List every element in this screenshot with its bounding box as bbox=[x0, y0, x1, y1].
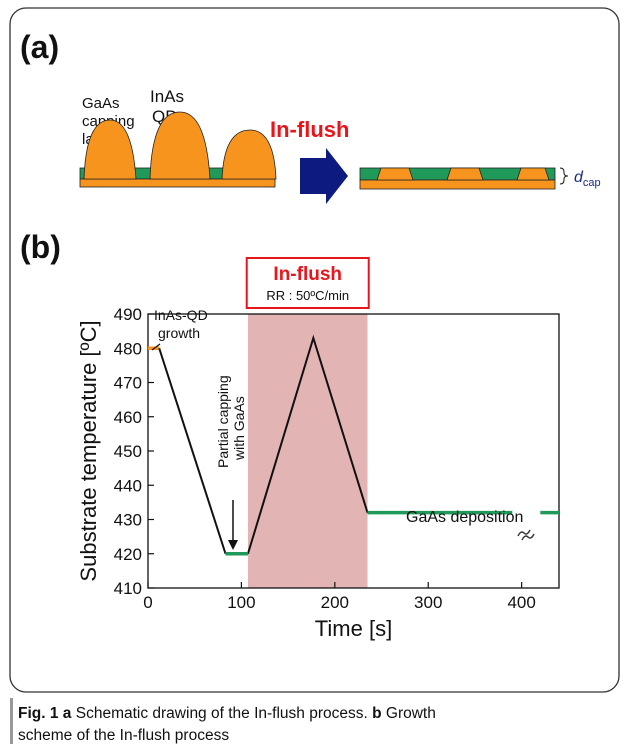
caption: scheme of the In-flush process bbox=[18, 727, 229, 744]
brace bbox=[559, 167, 569, 185]
y-tick-label: 480 bbox=[114, 339, 142, 358]
x-tick-label: 0 bbox=[143, 593, 152, 612]
process-label: In-flush bbox=[270, 117, 349, 142]
quantum-dot bbox=[149, 111, 211, 180]
x-axis-label: Time [s] bbox=[315, 616, 392, 641]
thickness-label: dcap bbox=[574, 169, 601, 189]
y-tick-label: 450 bbox=[114, 442, 142, 461]
arrow bbox=[300, 148, 348, 204]
shaded-title: In-flush bbox=[273, 264, 342, 285]
annotation: Partial capping bbox=[215, 375, 231, 468]
annotation: InAs-QD bbox=[154, 307, 208, 323]
x-tick-label: 400 bbox=[507, 593, 535, 612]
caption-part: b bbox=[372, 705, 381, 722]
caption-fig: Fig. 1 bbox=[18, 705, 59, 722]
label: GaAs bbox=[82, 95, 120, 112]
caption-bar bbox=[10, 698, 13, 744]
substrate bbox=[79, 178, 276, 188]
caption-text: Growth bbox=[386, 705, 436, 722]
x-tick-label: 300 bbox=[414, 593, 442, 612]
axis-break bbox=[517, 529, 535, 541]
y-tick-label: 440 bbox=[114, 476, 142, 495]
y-tick-label: 420 bbox=[114, 545, 142, 564]
x-tick-label: 200 bbox=[321, 593, 349, 612]
y-tick-label: 460 bbox=[114, 408, 142, 427]
annotation: growth bbox=[158, 325, 200, 341]
y-tick-label: 410 bbox=[114, 579, 142, 598]
shaded-label-box bbox=[245, 257, 370, 309]
flushed-dot bbox=[516, 167, 550, 181]
y-axis-label: Substrate temperature [ºC] bbox=[76, 320, 101, 581]
quantum-dot bbox=[221, 129, 277, 180]
pointer bbox=[151, 343, 161, 351]
panel-label: (a) bbox=[20, 29, 59, 65]
pointer-head bbox=[228, 540, 238, 550]
caption: Fig. 1 a Schematic drawing of the In-flu… bbox=[18, 705, 436, 722]
plot: In-flush RR : 50ºC/min 410 420 430 440 450 460 4… bbox=[76, 257, 560, 641]
line bbox=[225, 510, 559, 556]
line bbox=[158, 334, 369, 555]
flushed-dot bbox=[376, 167, 414, 181]
figure-frame bbox=[9, 7, 620, 693]
y-tick-label: 490 bbox=[114, 305, 142, 324]
caption-part: a bbox=[63, 705, 72, 722]
annotation: with GaAs bbox=[231, 396, 247, 461]
subscript: cap bbox=[583, 177, 601, 189]
shaded-subtitle: RR : 50ºC/min bbox=[266, 288, 349, 303]
flushed-dot bbox=[446, 167, 484, 181]
x-tick-label: 100 bbox=[227, 593, 255, 612]
caption-text: Schematic drawing of the In-flush proces… bbox=[76, 705, 368, 722]
y-tick-label: 470 bbox=[114, 374, 142, 393]
panel-label: (b) bbox=[20, 229, 61, 265]
quantum-dot bbox=[83, 119, 137, 180]
annotation: GaAs deposition bbox=[406, 509, 523, 526]
substrate bbox=[359, 179, 556, 190]
symbol: d bbox=[574, 169, 584, 186]
y-tick-label: 430 bbox=[114, 511, 142, 530]
label: InAs bbox=[150, 87, 184, 106]
